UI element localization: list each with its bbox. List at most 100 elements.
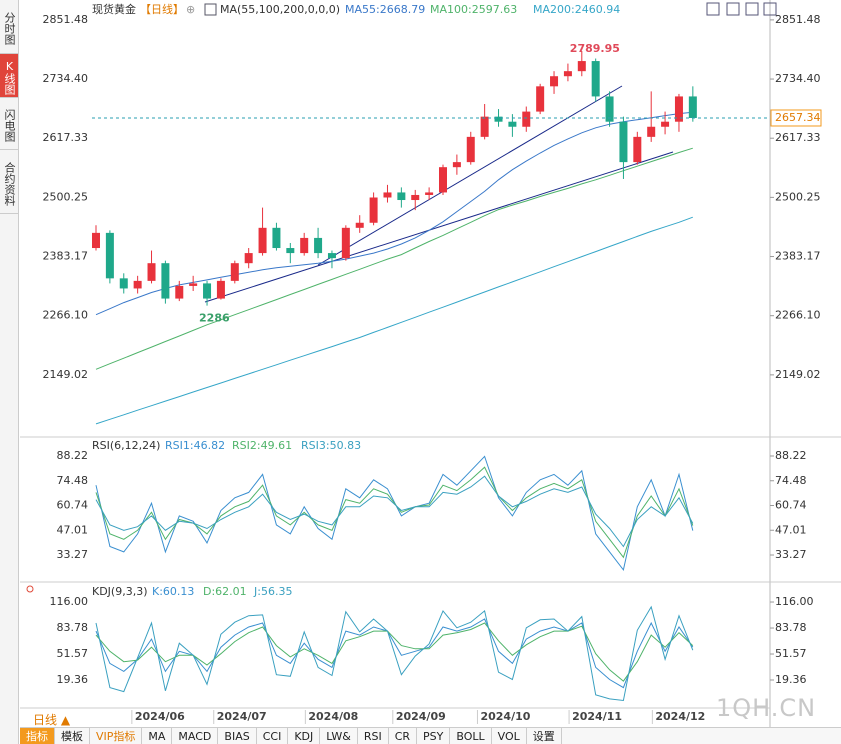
candle-body xyxy=(411,194,420,201)
legend-entry: D:62.01 xyxy=(203,585,247,598)
x-tick-label: 2024/07 xyxy=(217,710,267,723)
y-tick-label: 60.74 xyxy=(57,499,89,512)
y-tick-label: 2734.40 xyxy=(43,72,89,85)
y-tick-label: 19.36 xyxy=(775,673,807,686)
title: 现货黄金 xyxy=(92,2,136,16)
y-tick-label: 83.78 xyxy=(57,621,89,634)
legend-entry: K:60.13 xyxy=(152,585,194,598)
y-tick-label: 2266.10 xyxy=(775,309,821,322)
high-label: 2789.95 xyxy=(570,42,620,55)
candle-body xyxy=(397,192,406,201)
candle-body xyxy=(508,121,517,127)
candle-body xyxy=(355,222,364,228)
y-tick-label: 2851.48 xyxy=(775,13,821,26)
candle-body xyxy=(688,96,697,118)
y-tick-label: 2149.02 xyxy=(43,368,89,381)
toolbar-item[interactable]: KDJ xyxy=(288,728,321,744)
y-tick-label: 116.00 xyxy=(775,595,814,608)
sidebar-tab[interactable]: K线图 xyxy=(0,54,18,98)
candle-body xyxy=(439,167,447,193)
candle-body xyxy=(466,136,475,163)
candle-body xyxy=(203,283,212,299)
legend-entry: MA55:2668.79 xyxy=(345,3,425,16)
settings-icon[interactable]: ⊕ xyxy=(186,3,195,16)
candle-body xyxy=(383,192,392,198)
candle-body xyxy=(647,126,656,137)
candle-body xyxy=(591,61,600,97)
y-tick-label: 19.36 xyxy=(57,673,89,686)
legend-entry: RSI1:46.82 xyxy=(165,439,225,452)
toolbar-item[interactable]: CR xyxy=(389,728,418,744)
x-tick-label: 2024/09 xyxy=(396,710,446,723)
candle-body xyxy=(522,111,531,127)
candle-body xyxy=(480,116,489,137)
period-button[interactable]: 日线 ▲ xyxy=(33,713,71,727)
candle-body xyxy=(189,283,198,286)
candle-body xyxy=(300,237,309,254)
toolbar-item[interactable]: PSY xyxy=(417,728,451,744)
panel-title: KDJ(9,3,3) xyxy=(92,585,148,598)
y-tick-label: 33.27 xyxy=(57,548,89,561)
sidebar-tab[interactable]: 闪电图 xyxy=(0,98,18,150)
candle-body xyxy=(605,96,614,122)
panel-title: RSI(6,12,24) xyxy=(92,439,160,452)
y-tick-label: 88.22 xyxy=(775,449,807,462)
kdj-icon[interactable] xyxy=(26,585,34,593)
legend-entry: MA100:2597.63 xyxy=(430,3,517,16)
last-price-label: 2657.34 xyxy=(775,111,821,124)
toolbar-item[interactable]: RSI xyxy=(358,728,389,744)
y-tick-label: 2851.48 xyxy=(43,13,89,26)
candle-body xyxy=(619,121,628,163)
y-tick-label: 47.01 xyxy=(775,523,807,536)
y-tick-label: 33.27 xyxy=(775,548,807,561)
toolbar: 指标 模板 VIP指标 MA MACD BIAS CCI KDJ LW& RSI CR PSY BOLL… xyxy=(20,727,841,744)
candle-body xyxy=(452,162,461,168)
toolbar-item[interactable]: 指标 xyxy=(20,728,55,744)
x-tick-label: 2024/11 xyxy=(572,710,622,723)
y-tick-label: 2500.25 xyxy=(43,190,89,203)
y-tick-label: 2383.17 xyxy=(43,250,89,263)
period: 【日线】 xyxy=(140,2,184,16)
candle-body xyxy=(425,192,434,195)
candle-body xyxy=(244,253,253,264)
sidebar-tab[interactable]: 合约资料 xyxy=(0,150,18,214)
series-line xyxy=(95,216,693,425)
candle-body xyxy=(327,253,336,259)
y-tick-label: 74.48 xyxy=(775,474,807,487)
toolbar-item[interactable]: MACD xyxy=(172,728,219,744)
toolbar-item[interactable]: VOL xyxy=(492,728,527,744)
candle-body xyxy=(216,280,225,299)
toolbar-item[interactable]: VIP指标 xyxy=(90,728,143,744)
series-line xyxy=(95,475,694,548)
candle-body xyxy=(314,237,323,254)
toolbar-item[interactable]: BOLL xyxy=(450,728,492,744)
low-label: 2286 xyxy=(199,312,230,325)
candle-body xyxy=(258,227,267,254)
y-tick-label: 74.48 xyxy=(57,474,89,487)
legend-entry: J:56.35 xyxy=(253,585,292,598)
candle-body xyxy=(286,248,295,254)
candle-body xyxy=(272,227,281,249)
toolbar-item[interactable]: MA xyxy=(142,728,173,744)
window-icons[interactable] xyxy=(706,2,777,16)
indicator-icon[interactable] xyxy=(204,3,217,16)
last-price-box xyxy=(770,109,822,127)
toolbar-item[interactable]: LW& xyxy=(320,728,358,744)
candle-body xyxy=(674,96,683,122)
y-tick-label: 83.78 xyxy=(775,621,807,634)
indicator: MA(55,100,200,0,0,0) xyxy=(220,3,340,16)
candle-body xyxy=(133,280,142,289)
sidebar: 分时图 K线图 闪电图 合约资料 xyxy=(0,0,19,744)
sidebar-tab[interactable]: 分时图 xyxy=(0,0,18,54)
toolbar-item[interactable]: BIAS xyxy=(218,728,257,744)
candle-body xyxy=(175,285,184,299)
toolbar-item[interactable]: CCI xyxy=(257,728,289,744)
candle-body xyxy=(536,86,545,112)
toolbar-item[interactable]: 设置 xyxy=(527,728,562,744)
legend-entry: RSI2:49.61 xyxy=(232,439,292,452)
y-tick-label: 2734.40 xyxy=(775,72,821,85)
candle-body xyxy=(119,278,128,289)
candle-body xyxy=(369,197,378,223)
toolbar-item[interactable]: 模板 xyxy=(55,728,90,744)
candle-body xyxy=(633,136,642,163)
